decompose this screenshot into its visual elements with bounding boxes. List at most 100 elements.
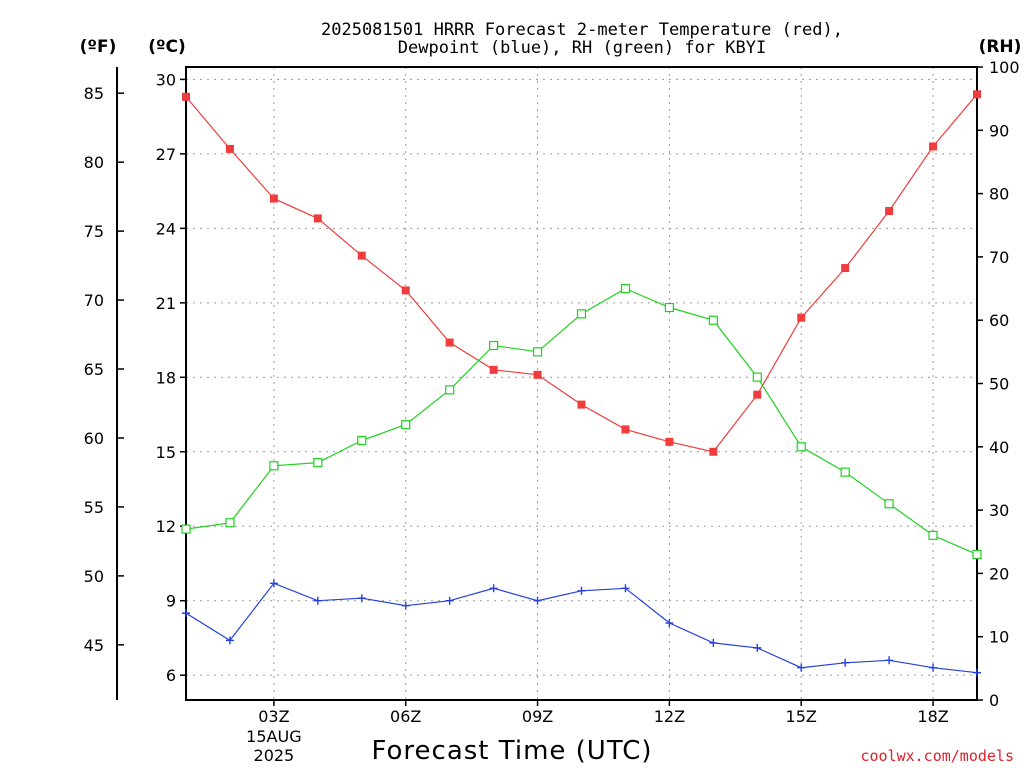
rh-tick-label: 0 <box>989 691 999 710</box>
fahrenheit-tick-label: 75 <box>84 222 104 241</box>
temperature-point <box>445 338 454 347</box>
dewpoint-point <box>182 609 190 618</box>
rh-point <box>796 442 806 452</box>
rh-point <box>401 420 411 430</box>
rh-unit-label: (RH) <box>979 37 1022 57</box>
celsius-tick-label: 21 <box>156 294 176 313</box>
rh-point <box>357 435 367 446</box>
temperature-point <box>709 447 718 456</box>
dewpoint-point <box>665 619 674 628</box>
rh-point <box>576 309 587 319</box>
dewpoint-point <box>401 601 410 610</box>
fahrenheit-tick-label: 45 <box>84 636 104 655</box>
celsius-tick-label: 30 <box>156 70 176 89</box>
dewpoint-point <box>885 656 894 665</box>
celsius-tick-label: 9 <box>166 592 176 611</box>
chart-title-line2: Dewpoint (blue), RH (green) for KBYI <box>398 38 766 58</box>
fahrenheit-tick-labels: 45 50 55 60 65 70 75 80 85 <box>84 84 124 655</box>
temperature-point <box>665 437 674 446</box>
x-tick-label: 15Z <box>786 707 817 726</box>
temperature-point <box>269 194 278 203</box>
dewpoint-point <box>797 663 806 672</box>
temperature-line <box>185 93 978 453</box>
dewpoint-point <box>269 579 278 588</box>
rh-point <box>884 499 894 509</box>
rh-line <box>185 287 978 555</box>
celsius-tick-label: 27 <box>156 145 176 164</box>
rh-tick-label: 100 <box>989 58 1020 77</box>
dewpoint-line <box>185 582 978 674</box>
rh-tick-label: 40 <box>989 438 1009 457</box>
temperature-point <box>929 142 938 151</box>
temperature-point <box>577 400 586 409</box>
temperature-point <box>841 264 850 273</box>
dewpoint-point <box>489 584 498 593</box>
rh-point <box>225 518 235 528</box>
rh-tick-label: 50 <box>989 375 1009 394</box>
temperature-point <box>753 390 762 399</box>
fahrenheit-tick-label: 55 <box>84 498 104 517</box>
credit-text: coolwx.com/models <box>860 747 1014 765</box>
rh-point <box>269 461 279 471</box>
dewpoint-point <box>709 638 718 647</box>
temperature-point <box>489 365 498 374</box>
rh-tick-label: 60 <box>989 311 1009 330</box>
fahrenheit-tick-label: 60 <box>84 429 104 448</box>
temperature-point <box>225 144 234 153</box>
temperature-series <box>182 90 981 456</box>
rh-point <box>181 524 191 534</box>
grid-layer <box>186 67 977 700</box>
series-layer <box>181 90 982 677</box>
temperature-point <box>533 370 542 379</box>
dewpoint-point <box>357 594 366 603</box>
x-tick-label: 12Z <box>654 707 685 726</box>
rh-tick-label: 30 <box>989 501 1009 520</box>
dewpoint-point <box>929 663 938 672</box>
fahrenheit-tick-label: 70 <box>84 291 104 310</box>
celsius-unit-label: (ºC) <box>148 37 186 57</box>
rh-point <box>708 315 718 325</box>
x-tick-year: 2025 <box>254 746 295 765</box>
temperature-point <box>313 214 322 223</box>
dewpoint-point <box>753 643 762 652</box>
rh-tick-labels: 0 10 20 30 40 50 60 70 80 90 100 <box>977 58 1020 710</box>
fahrenheit-tick-label: 80 <box>84 153 104 172</box>
rh-tick-label: 20 <box>989 564 1009 583</box>
rh-point <box>445 385 455 395</box>
celsius-tick-label: 18 <box>156 368 176 387</box>
rh-point <box>840 467 850 477</box>
rh-point <box>620 283 631 294</box>
dewpoint-point <box>225 636 234 645</box>
rh-tick-label: 70 <box>989 248 1009 267</box>
dewpoint-point <box>313 596 322 605</box>
rh-tick-label: 90 <box>989 121 1009 140</box>
temperature-point <box>973 90 981 99</box>
temperature-point <box>357 251 366 260</box>
fahrenheit-tick-label: 85 <box>84 84 104 103</box>
dewpoint-point <box>445 596 454 605</box>
temperature-point <box>621 425 630 434</box>
fahrenheit-unit-label: (ºF) <box>80 37 117 57</box>
chart-title-line1: 2025081501 HRRR Forecast 2-meter Tempera… <box>321 20 843 40</box>
rh-series <box>181 283 982 560</box>
x-tick-label: 18Z <box>917 707 948 726</box>
rh-point <box>664 302 674 313</box>
dewpoint-point <box>577 586 586 595</box>
fahrenheit-tick-label: 65 <box>84 360 104 379</box>
rh-point <box>489 340 499 351</box>
celsius-tick-label: 15 <box>156 443 176 462</box>
rh-point <box>532 347 543 357</box>
x-tick-label: 03Z <box>258 707 289 726</box>
celsius-tick-label: 12 <box>156 517 176 536</box>
temperature-point <box>401 286 410 295</box>
x-tick-label: 06Z <box>390 707 421 726</box>
celsius-tick-labels: 6 9 12 15 18 21 24 27 30 <box>156 70 186 685</box>
rh-point <box>928 530 938 541</box>
celsius-tick-label: 6 <box>166 666 176 685</box>
dewpoint-point <box>621 584 630 593</box>
x-tick-date: 15AUG <box>246 727 301 746</box>
fahrenheit-tick-label: 50 <box>84 567 104 586</box>
x-axis-label: Forecast Time (UTC) <box>371 736 652 766</box>
dewpoint-point <box>841 658 850 667</box>
